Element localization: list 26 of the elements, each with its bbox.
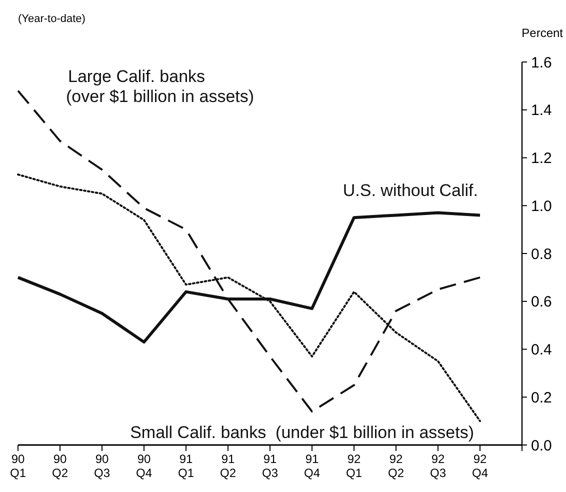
x-tick-label: 91 Q3 <box>262 452 278 480</box>
y-tick-label: 1.4 <box>531 102 552 120</box>
x-tick-label: 90 Q4 <box>136 452 152 480</box>
y-tick-label: 0.4 <box>531 342 552 358</box>
x-tick-label: 92 Q2 <box>388 452 404 480</box>
y-tick-label: 0.2 <box>531 389 552 406</box>
y-tick-label: 0.8 <box>531 246 552 263</box>
x-tick-label: 92 Q4 <box>472 452 488 480</box>
chart-subtitle: (Year-to-date) <box>18 13 86 25</box>
x-tick-label: 91 Q2 <box>220 452 236 480</box>
y-tick-label: 1.2 <box>531 150 552 167</box>
y-tick-label: 0.6 <box>531 294 552 311</box>
y-tick-label: 1.6 <box>531 54 552 72</box>
x-tick-label: 90 Q2 <box>52 452 68 480</box>
y-axis-title: Percent <box>522 26 564 40</box>
x-tick-label: 91 Q1 <box>178 452 194 480</box>
y-tick-label: 0.0 <box>531 437 552 454</box>
x-tick-label: 92 Q1 <box>346 452 362 480</box>
series-label: U.S. without Calif. <box>342 181 478 200</box>
y-tick-label: 1.0 <box>531 198 552 215</box>
x-tick-label: 92 Q3 <box>430 452 446 480</box>
x-tick-label: 90 Q3 <box>94 452 110 480</box>
x-tick-label: 91 Q4 <box>304 452 320 480</box>
x-tick-label: 90 Q1 <box>10 452 26 480</box>
series-label: Large Calif. banks (over $1 billion in assets) <box>66 67 254 106</box>
series-label: Small Calif. banks (under $1 billion in assets) <box>130 423 474 442</box>
